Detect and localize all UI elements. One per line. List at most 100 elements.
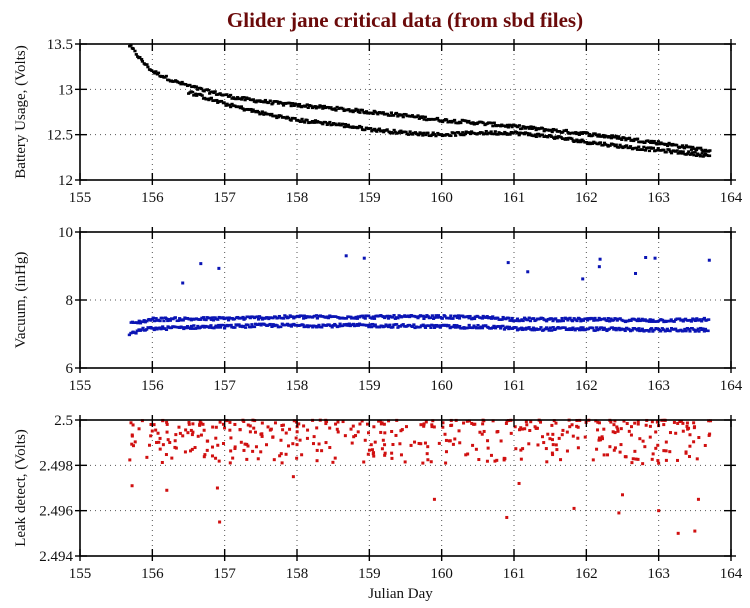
data-point xyxy=(315,448,319,452)
data-point xyxy=(216,326,220,329)
data-point xyxy=(334,109,338,112)
data-point xyxy=(302,424,306,428)
data-point xyxy=(679,145,683,149)
x-tick-label: 156 xyxy=(141,378,164,394)
data-point xyxy=(557,436,561,440)
data-point xyxy=(358,124,362,128)
data-point xyxy=(688,433,692,437)
data-point xyxy=(305,324,309,327)
data-point xyxy=(491,419,495,423)
data-point xyxy=(481,422,485,426)
data-point xyxy=(272,114,276,118)
data-point xyxy=(283,314,287,317)
data-point xyxy=(231,456,235,460)
data-point xyxy=(627,136,632,140)
data-point xyxy=(505,123,510,127)
data-point xyxy=(515,317,520,321)
data-point xyxy=(439,133,443,136)
data-point xyxy=(345,322,349,326)
data-point xyxy=(408,130,412,133)
data-point xyxy=(492,132,496,136)
data-point xyxy=(641,462,645,466)
x-tick-label: 156 xyxy=(141,190,164,206)
data-point xyxy=(614,143,618,147)
data-point xyxy=(602,326,606,330)
data-point xyxy=(392,128,396,132)
data-point xyxy=(288,101,292,105)
data-point xyxy=(555,136,559,140)
data-point xyxy=(409,443,413,447)
x-tick-label: 163 xyxy=(647,566,670,582)
data-point xyxy=(637,317,641,321)
data-point xyxy=(634,146,639,150)
data-point xyxy=(301,323,305,327)
data-point xyxy=(226,324,230,328)
data-point xyxy=(687,327,691,331)
data-point xyxy=(335,105,339,109)
data-point xyxy=(688,329,692,333)
data-point xyxy=(695,457,699,461)
data-point xyxy=(347,322,351,326)
data-point xyxy=(383,443,387,447)
data-point xyxy=(362,460,366,464)
data-point xyxy=(528,429,532,433)
data-point xyxy=(429,326,433,329)
data-point xyxy=(150,317,154,321)
data-point xyxy=(367,431,371,435)
data-point xyxy=(630,138,634,142)
data-point xyxy=(358,111,362,114)
data-point xyxy=(349,315,353,319)
data-point xyxy=(410,114,414,117)
data-point xyxy=(437,441,441,445)
data-point xyxy=(167,78,171,82)
data-point xyxy=(473,122,478,125)
data-point xyxy=(698,154,702,158)
data-point xyxy=(305,103,309,106)
data-point xyxy=(554,317,558,320)
data-point xyxy=(152,328,156,332)
data-point xyxy=(181,318,185,322)
data-point xyxy=(367,127,371,131)
data-point xyxy=(154,317,158,320)
data-point xyxy=(333,107,337,110)
data-point xyxy=(554,443,558,447)
data-point xyxy=(577,328,582,332)
data-point xyxy=(511,319,515,323)
data-point xyxy=(340,324,344,328)
data-point xyxy=(643,149,648,152)
data-point xyxy=(196,88,200,91)
data-point xyxy=(275,116,279,120)
data-point xyxy=(587,134,591,138)
data-point xyxy=(270,112,274,116)
data-point xyxy=(165,420,169,424)
data-point xyxy=(413,440,417,444)
data-point xyxy=(613,326,617,330)
data-point xyxy=(468,132,473,136)
data-point xyxy=(246,323,250,327)
data-point xyxy=(354,315,358,319)
data-point xyxy=(520,326,524,330)
data-point xyxy=(698,318,702,321)
points-battery xyxy=(128,44,712,158)
data-point xyxy=(168,319,172,322)
data-point xyxy=(369,443,373,447)
data-point xyxy=(515,328,520,332)
data-point xyxy=(493,326,498,330)
data-point xyxy=(501,315,505,319)
data-point xyxy=(158,436,162,440)
data-point xyxy=(431,118,435,121)
data-point xyxy=(676,458,680,462)
data-point xyxy=(481,121,485,125)
data-point xyxy=(602,317,607,320)
data-point xyxy=(218,520,222,524)
data-point xyxy=(696,497,700,501)
data-point xyxy=(309,315,313,319)
data-point xyxy=(369,127,373,130)
data-point xyxy=(664,150,668,154)
data-point xyxy=(468,326,472,330)
data-point xyxy=(229,436,233,440)
data-point xyxy=(424,420,428,424)
data-point xyxy=(147,326,151,330)
data-point xyxy=(380,421,384,425)
data-point xyxy=(542,441,546,445)
